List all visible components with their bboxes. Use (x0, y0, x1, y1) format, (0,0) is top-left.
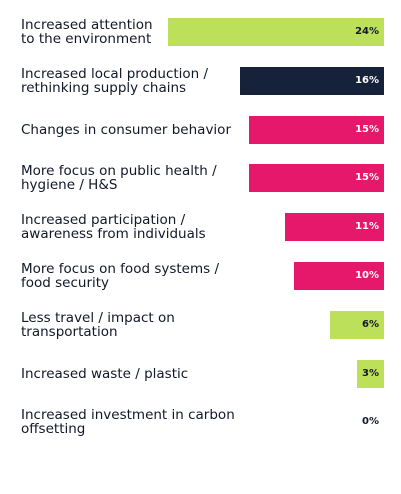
category-label-line: Increased participation / (21, 212, 186, 229)
category-label-line: Changes in consumer behavior (21, 121, 231, 138)
bar (249, 115, 384, 144)
value-label: 3% (362, 367, 379, 379)
bar (249, 164, 384, 193)
value-label: 16% (355, 74, 379, 86)
category-label: Changes in consumer behavior (21, 123, 246, 137)
category-label: Increased waste / plastic (21, 367, 246, 381)
category-label: More focus on food systems / food securit… (21, 262, 246, 290)
value-label: 10% (355, 270, 379, 281)
value-label: 6% (362, 318, 379, 330)
category-label: Less travel / impact on transportation (21, 311, 246, 339)
bar (294, 262, 384, 290)
value-label: 15% (355, 172, 379, 184)
category-label-line: rethinking supply chains (21, 79, 187, 96)
category-label: Increased investment in carbon offsetting (21, 408, 246, 436)
category-label-line: Increased waste / plastic (21, 365, 189, 382)
category-label-line: Less travel / impact on (21, 309, 175, 326)
category-label-line: awareness from individuals (21, 226, 206, 243)
category-label-line: food security (21, 275, 110, 291)
category-label: Increased local production / rethinking s… (21, 67, 246, 95)
category-label-line: transportation (21, 323, 118, 340)
bar (285, 213, 384, 242)
value-label: 15% (355, 123, 379, 135)
category-label-line: Increased investment in carbon (21, 407, 235, 424)
category-label-line: offsetting (21, 421, 86, 438)
category-label: Increased participation / awareness from … (21, 213, 246, 241)
bar (330, 310, 384, 339)
category-label-line: hygiene / H&S (21, 177, 118, 194)
category-label: More focus on public health / hygiene / H… (21, 164, 246, 192)
category-label-line: More focus on public health / (21, 163, 217, 180)
bar (240, 66, 384, 95)
bar (357, 359, 384, 388)
category-label-line: Increased local production / (21, 65, 209, 82)
category-label-line: More focus on food systems / (21, 261, 219, 277)
category-label-line: to the environment (21, 31, 152, 47)
value-label: 11% (355, 221, 379, 233)
bar (168, 18, 384, 46)
value-label: 0% (362, 416, 379, 428)
value-label: 24% (355, 26, 379, 37)
category-label: Increased attention to the environment (21, 18, 246, 46)
category-label-line: Increased attention (21, 17, 153, 33)
